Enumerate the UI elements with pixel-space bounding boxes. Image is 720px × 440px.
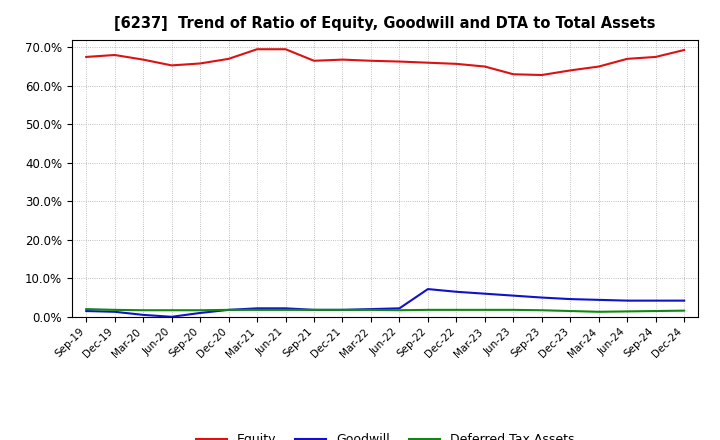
Goodwill: [452, 289, 461, 294]
Deferred Tax Assets: [139, 308, 148, 313]
Goodwill: [509, 293, 518, 298]
Equity: [680, 48, 688, 53]
Deferred Tax Assets: [338, 307, 347, 312]
Deferred Tax Assets: [680, 308, 688, 313]
Deferred Tax Assets: [395, 308, 404, 313]
Equity: [366, 58, 375, 63]
Deferred Tax Assets: [509, 307, 518, 312]
Goodwill: [366, 306, 375, 312]
Goodwill: [395, 306, 404, 311]
Legend: Equity, Goodwill, Deferred Tax Assets: Equity, Goodwill, Deferred Tax Assets: [191, 429, 580, 440]
Deferred Tax Assets: [423, 307, 432, 312]
Goodwill: [423, 286, 432, 292]
Goodwill: [253, 306, 261, 311]
Goodwill: [196, 310, 204, 315]
Equity: [509, 72, 518, 77]
Equity: [225, 56, 233, 62]
Deferred Tax Assets: [110, 307, 119, 312]
Line: Equity: Equity: [86, 49, 684, 75]
Goodwill: [652, 298, 660, 303]
Deferred Tax Assets: [652, 308, 660, 314]
Goodwill: [282, 306, 290, 311]
Equity: [338, 57, 347, 62]
Equity: [452, 61, 461, 66]
Deferred Tax Assets: [537, 308, 546, 313]
Deferred Tax Assets: [196, 308, 204, 313]
Equity: [282, 47, 290, 52]
Equity: [310, 58, 318, 63]
Deferred Tax Assets: [253, 307, 261, 312]
Deferred Tax Assets: [82, 306, 91, 312]
Deferred Tax Assets: [366, 307, 375, 312]
Equity: [82, 54, 91, 59]
Equity: [652, 54, 660, 59]
Equity: [480, 64, 489, 69]
Deferred Tax Assets: [452, 307, 461, 312]
Line: Deferred Tax Assets: Deferred Tax Assets: [86, 309, 684, 312]
Goodwill: [139, 312, 148, 318]
Goodwill: [167, 314, 176, 319]
Title: [6237]  Trend of Ratio of Equity, Goodwill and DTA to Total Assets: [6237] Trend of Ratio of Equity, Goodwil…: [114, 16, 656, 32]
Deferred Tax Assets: [225, 307, 233, 312]
Goodwill: [680, 298, 688, 303]
Deferred Tax Assets: [566, 308, 575, 314]
Deferred Tax Assets: [167, 308, 176, 313]
Deferred Tax Assets: [310, 307, 318, 312]
Deferred Tax Assets: [623, 309, 631, 314]
Goodwill: [338, 307, 347, 312]
Equity: [595, 64, 603, 69]
Deferred Tax Assets: [595, 309, 603, 315]
Deferred Tax Assets: [282, 307, 290, 312]
Goodwill: [480, 291, 489, 297]
Equity: [196, 61, 204, 66]
Equity: [537, 72, 546, 77]
Goodwill: [537, 295, 546, 300]
Line: Goodwill: Goodwill: [86, 289, 684, 317]
Equity: [253, 47, 261, 52]
Equity: [423, 60, 432, 65]
Equity: [623, 56, 631, 62]
Goodwill: [225, 307, 233, 312]
Equity: [566, 68, 575, 73]
Goodwill: [623, 298, 631, 303]
Goodwill: [595, 297, 603, 303]
Equity: [167, 63, 176, 68]
Goodwill: [110, 309, 119, 315]
Goodwill: [310, 307, 318, 312]
Goodwill: [566, 297, 575, 302]
Equity: [395, 59, 404, 64]
Equity: [110, 52, 119, 58]
Deferred Tax Assets: [480, 307, 489, 312]
Goodwill: [82, 308, 91, 314]
Equity: [139, 57, 148, 62]
